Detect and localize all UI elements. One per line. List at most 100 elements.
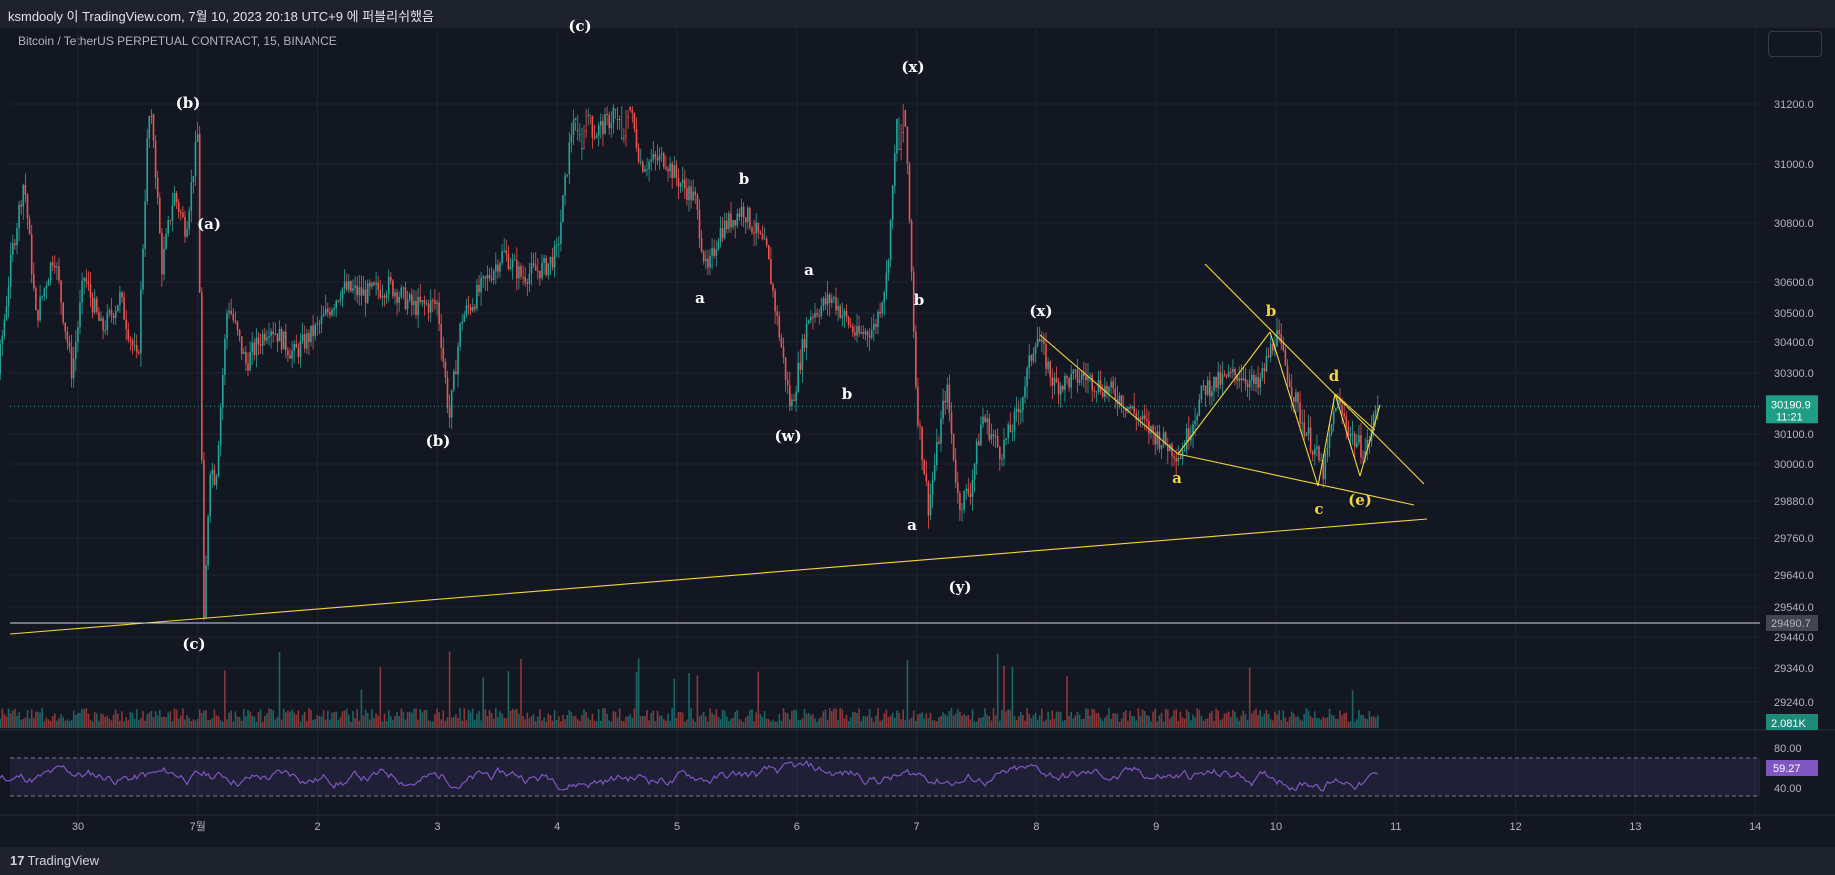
candle-body — [988, 418, 991, 440]
volume-bar — [148, 712, 151, 728]
candle-body — [463, 314, 466, 322]
candle-body — [946, 384, 949, 403]
volume-bar — [652, 710, 655, 728]
candle-body — [192, 176, 195, 183]
volume-bar — [719, 719, 722, 728]
volume-bar — [1330, 714, 1333, 728]
volume-bar — [1032, 715, 1035, 728]
volume-bar — [625, 716, 627, 728]
volume-bar — [881, 719, 883, 728]
candle-body — [364, 289, 367, 304]
candle-body — [711, 248, 713, 257]
candle-body — [1175, 457, 1177, 462]
volume-bar — [1248, 667, 1251, 728]
volume-bar — [612, 711, 615, 728]
candle-body — [1324, 454, 1327, 480]
volume-bar — [83, 709, 85, 728]
volume-bar — [1299, 719, 1301, 728]
date-tick-label: 10 — [1270, 821, 1282, 833]
volume-bar — [1135, 720, 1138, 728]
candle-body — [47, 280, 50, 286]
volume-bar — [1076, 711, 1079, 728]
candle-body — [308, 333, 310, 343]
volume-bar — [583, 709, 585, 728]
candle-body — [894, 153, 896, 186]
volume-bar — [858, 708, 860, 728]
volume-bar — [677, 711, 680, 728]
volume-bar — [112, 714, 115, 728]
volume-bar — [875, 715, 877, 728]
candle-body — [927, 481, 930, 516]
volume-bar — [1057, 711, 1060, 728]
candle-body — [717, 241, 720, 250]
volume-bar — [413, 708, 415, 728]
candle-body — [961, 509, 963, 511]
candle-body — [973, 463, 976, 480]
volume-bar — [1339, 710, 1341, 728]
candle-body — [276, 333, 279, 342]
volume-bar — [140, 718, 142, 728]
volume-bar — [837, 719, 839, 728]
volume-bar — [291, 709, 293, 728]
price-chart[interactable]: (b) (a) (c) (b) (c) a b a b (w) (x) b a (y) (x) b d a c (e)… — [0, 0, 1835, 847]
candle-body — [1253, 374, 1255, 384]
candle-body — [999, 446, 1001, 460]
candle-body — [663, 153, 665, 168]
volume-bar — [198, 709, 201, 728]
volume-bar — [1267, 713, 1270, 728]
candle-body — [1257, 376, 1259, 388]
tradingview-logo[interactable]: 17 TradingView — [10, 853, 99, 868]
volume-bar — [593, 720, 596, 728]
price-tick-label: 29340.0 — [1774, 663, 1814, 675]
candle-body — [427, 303, 430, 313]
candle-body — [1047, 361, 1049, 369]
wave-label: (w) — [774, 427, 801, 445]
volume-bar — [738, 719, 741, 728]
candle-body — [234, 320, 237, 322]
volume-bar — [883, 713, 886, 728]
volume-bar — [711, 712, 713, 728]
candle-body — [180, 211, 182, 213]
candle-body — [761, 234, 764, 239]
volume-bar — [709, 708, 711, 728]
volume-bar — [285, 712, 287, 728]
candle-body — [20, 204, 22, 207]
price-tick-label: 29440.0 — [1774, 632, 1814, 644]
volume-bar — [402, 711, 405, 728]
date-tick-label: 30 — [72, 821, 84, 833]
volume-bar — [522, 715, 524, 728]
chart-control-box[interactable] — [1768, 31, 1822, 57]
volume-bar — [894, 717, 896, 728]
volume-bar — [194, 720, 197, 728]
price-tick-label: 29640.0 — [1774, 570, 1814, 582]
candle-body — [942, 400, 944, 419]
volume-bar — [37, 711, 39, 728]
candle-body — [1164, 432, 1167, 445]
volume-bar — [238, 716, 241, 728]
volume-bar — [900, 719, 902, 728]
volume-bar — [415, 708, 417, 728]
candle-body — [530, 263, 533, 274]
volume-bar — [152, 717, 155, 728]
volume-bar — [717, 716, 720, 728]
candle-body — [465, 305, 468, 315]
volume-bar — [316, 715, 319, 728]
candle-body — [797, 362, 799, 392]
candle-body — [396, 292, 398, 303]
candle-body — [868, 335, 871, 338]
volume-bar — [854, 712, 856, 728]
candle-body — [923, 460, 925, 475]
candle-body — [1185, 428, 1188, 450]
candle-body — [131, 340, 134, 346]
volume-bar — [1213, 720, 1215, 728]
volume-bar — [715, 708, 718, 728]
candle-body — [404, 287, 407, 309]
candle-body — [625, 135, 627, 137]
volume-bar — [1095, 712, 1098, 728]
candle-body — [1297, 392, 1299, 403]
volume-bar — [438, 712, 440, 728]
candle-body — [291, 351, 293, 359]
volume-bar — [957, 709, 959, 728]
candle-body — [583, 148, 585, 150]
volume-bar — [692, 719, 694, 728]
